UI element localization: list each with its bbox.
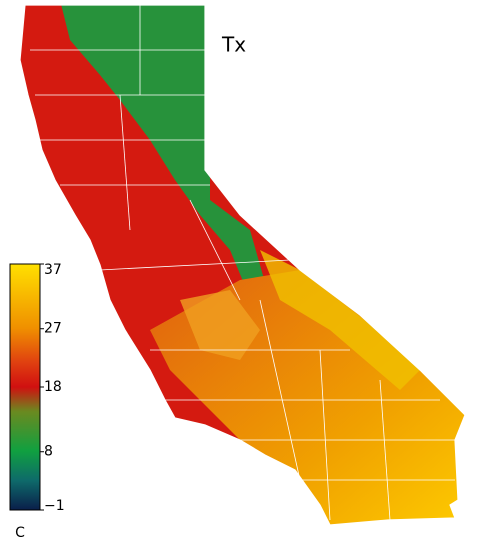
colorbar-tick-label: 37 [44,262,62,278]
map-title: Tx [221,33,246,57]
county-borders [30,5,460,521]
colorbar-unit: C [15,525,25,541]
colorbar-tick-label: −1 [44,498,65,514]
colorbar-tick-label: 27 [44,321,62,337]
colorbar-tick-label: 18 [44,379,62,395]
colorbar [9,263,41,511]
colorbar-ticks: −1 8 18 27 37 [40,262,65,514]
state-outline [19,4,466,526]
colorbar-tick-label: 8 [44,444,53,460]
